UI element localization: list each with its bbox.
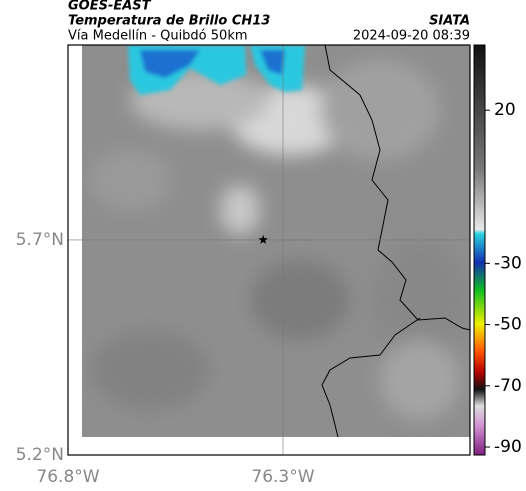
location-marker bbox=[258, 234, 268, 244]
colorbar-tick-label: -70 bbox=[494, 376, 522, 396]
colorbar-tick-label: 20 bbox=[494, 100, 516, 120]
source: SIATA bbox=[429, 14, 470, 29]
timestamp: 2024-09-20 08:39 bbox=[353, 29, 470, 44]
map-frame bbox=[67, 44, 471, 456]
y-tick-label: 5.2°N bbox=[16, 445, 64, 465]
colorbar-tick-label: -30 bbox=[494, 253, 522, 273]
colorbar-tick-label: -50 bbox=[494, 315, 522, 335]
y-tick-label: 5.7°N bbox=[16, 230, 64, 250]
title: GOES-EAST bbox=[68, 0, 152, 14]
satellite-image bbox=[82, 45, 470, 437]
subtitle: Temperatura de Brillo CH13 bbox=[68, 14, 270, 29]
x-tick-label: 76.8°W bbox=[36, 467, 99, 487]
location: Vía Medellín - Quibdó 50km bbox=[68, 29, 248, 44]
colorbar-tick-label: -90 bbox=[494, 437, 522, 457]
colorbar bbox=[473, 44, 486, 456]
x-tick-label: 76.3°W bbox=[251, 467, 314, 487]
